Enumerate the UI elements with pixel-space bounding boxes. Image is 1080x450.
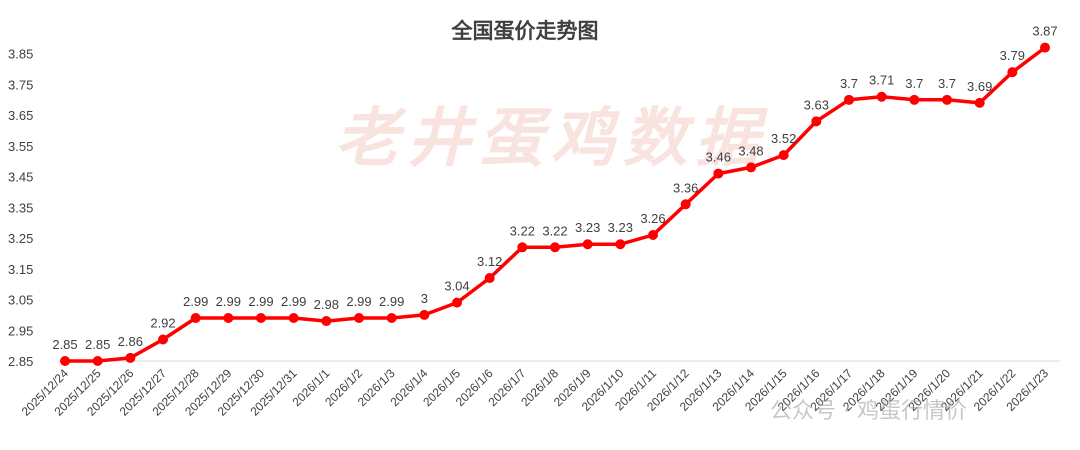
data-point [778,150,789,161]
y-tick-label: 3.25 [8,231,33,246]
data-point [746,162,756,173]
data-label: 3.71 [869,73,894,88]
data-label: 3.23 [575,220,600,235]
data-point [517,242,528,253]
data-point [321,316,332,327]
y-tick-label: 3.65 [8,108,33,123]
data-label: 3 [421,291,428,306]
data-label: 2.85 [52,337,77,352]
y-tick-label: 3.05 [8,293,33,308]
data-point [256,312,266,323]
data-label: 3.69 [967,79,992,94]
data-point [615,239,626,250]
data-label: 3.7 [905,76,923,91]
data-label: 3.79 [1000,48,1025,63]
data-label: 3.63 [804,97,829,112]
data-label: 2.99 [346,294,371,309]
data-point [60,356,70,366]
watermark-center: 老井蛋鸡数据 [335,101,769,176]
y-tick-label: 3.85 [8,47,33,62]
data-label: 2.85 [85,337,110,352]
data-point [354,312,364,323]
data-point [190,312,201,323]
data-label: 3.46 [706,150,731,165]
y-tick-label: 2.95 [8,323,33,338]
y-tick-label: 3.35 [8,200,33,215]
data-label: 3.7 [840,76,858,91]
data-point [484,273,495,284]
data-point [158,334,168,345]
data-point [1007,67,1018,78]
data-point [974,97,985,108]
data-label: 2.92 [150,315,175,330]
y-tick-label: 3.75 [8,77,33,92]
data-label: 3.52 [771,131,796,146]
data-label: 2.86 [118,334,143,349]
data-label: 3.04 [444,279,469,294]
data-point [452,297,462,308]
data-point [125,352,136,363]
data-point [713,168,724,179]
data-label: 3.26 [640,211,665,226]
data-label: 2.98 [314,297,339,312]
data-label: 2.99 [216,294,241,309]
y-tick-label: 3.55 [8,139,33,154]
data-point [876,91,887,102]
data-point [92,356,103,366]
data-label: 3.36 [673,180,698,195]
data-point [1040,42,1050,53]
y-tick-label: 3.45 [8,170,33,185]
data-point [223,312,234,323]
data-point [648,230,658,241]
data-label: 2.99 [379,294,404,309]
data-label: 3.12 [477,254,502,269]
y-tick-label: 3.15 [8,262,33,277]
y-tick-label: 2.85 [8,354,33,369]
data-labels: 2.85 2.85 2.86 2.92 2.99 2.99 2.99 2.99 2.98 2.99… [52,24,1057,352]
chart-title: 全国蛋价走势图 [451,18,599,43]
data-point [386,312,397,323]
data-point [680,199,691,210]
y-axis: 2.85 2.95 3.05 3.15 3.25 3.35 3.45 3.55 3.65 3.75… [8,47,33,369]
data-label: 3.87 [1032,24,1057,39]
data-label: 3.22 [510,223,535,238]
data-point [582,239,593,250]
data-point [550,242,560,253]
watermark-bottom: 公众号 · 鸡蛋行情价 [770,399,967,424]
data-point [942,94,952,105]
data-label: 3.48 [738,143,763,158]
data-points [60,42,1050,366]
data-label: 2.99 [248,294,273,309]
data-point [811,116,822,127]
data-label: 3.23 [608,220,633,235]
data-point [419,309,430,320]
data-label: 2.99 [183,294,208,309]
data-label: 2.99 [281,294,306,309]
data-point [909,94,920,105]
data-label: 3.22 [542,223,567,238]
data-point [844,94,854,105]
data-label: 3.7 [938,76,956,91]
data-point [288,312,299,323]
